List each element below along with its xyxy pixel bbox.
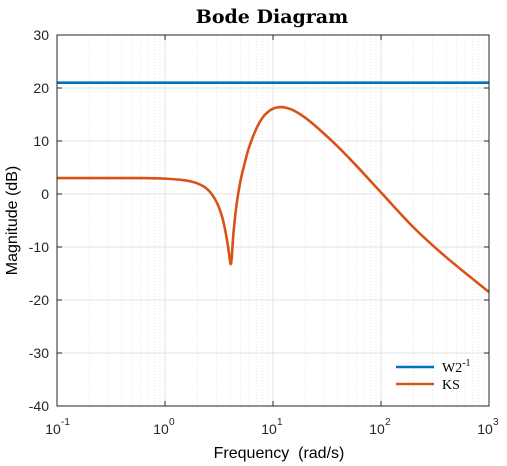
x-tick-exponent: -1: [61, 417, 70, 428]
x-tick-exponent: 1: [277, 417, 283, 428]
x-tick-label: 10: [261, 421, 277, 437]
x-tick-exponent: 2: [385, 417, 391, 428]
y-tick-labels: 30 20 10 0 -10 -20 -30 -40: [29, 27, 49, 414]
y-tick-label: 30: [33, 27, 49, 43]
chart-title: Bode Diagram: [196, 6, 348, 28]
x-tick-exponent: 3: [493, 417, 499, 428]
x-tick-label: 10: [369, 421, 385, 437]
y-tick-label: -10: [29, 239, 49, 255]
y-tick-label: 20: [33, 80, 49, 96]
legend-label: KS: [442, 378, 460, 393]
x-tick-label: 10: [153, 421, 169, 437]
series-line-ks: [57, 105, 490, 294]
y-tick-label: -20: [29, 292, 49, 308]
y-tick-label: 10: [33, 133, 49, 149]
x-tick-label: 10: [477, 421, 493, 437]
x-tick-exponent: 0: [169, 417, 175, 428]
y-tick-label: -30: [29, 345, 49, 361]
tick-marks: [56, 34, 490, 407]
y-axis-label: Magnitude (dB): [4, 166, 21, 275]
x-tick-labels: 10 -1 10 0 10 1 10 2 10 3: [45, 417, 499, 437]
minor-grid: [89, 35, 485, 406]
legend-label-superscript: -1: [462, 358, 470, 369]
legend-label: W2-1: [442, 358, 471, 376]
legend: W2-1 KS: [396, 358, 471, 393]
x-tick-label: 10: [45, 421, 61, 437]
x-axis-label: Frequency (rad/s): [214, 445, 345, 462]
series-layer: [57, 81, 490, 294]
y-tick-label: 0: [41, 186, 49, 202]
y-tick-label: -40: [29, 398, 49, 414]
